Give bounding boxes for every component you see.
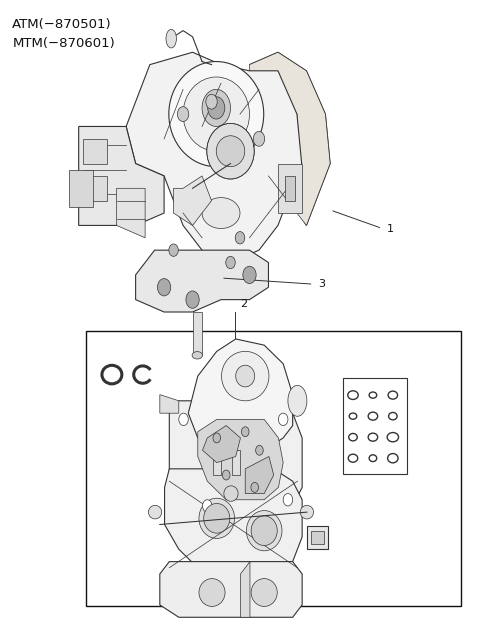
Polygon shape bbox=[192, 312, 202, 355]
Bar bbox=[69, 170, 93, 207]
Bar bbox=[232, 451, 240, 475]
Circle shape bbox=[251, 482, 259, 492]
Ellipse shape bbox=[192, 351, 203, 359]
Polygon shape bbox=[245, 457, 274, 494]
Ellipse shape bbox=[246, 510, 282, 551]
Ellipse shape bbox=[348, 434, 357, 441]
Polygon shape bbox=[126, 52, 301, 263]
Polygon shape bbox=[203, 426, 240, 462]
Ellipse shape bbox=[221, 351, 269, 401]
Circle shape bbox=[256, 446, 263, 456]
Circle shape bbox=[208, 97, 225, 119]
Polygon shape bbox=[160, 562, 302, 617]
Ellipse shape bbox=[207, 124, 254, 179]
Circle shape bbox=[253, 132, 264, 146]
Bar bbox=[213, 451, 220, 475]
Circle shape bbox=[179, 413, 188, 426]
Circle shape bbox=[186, 291, 199, 308]
Text: 1: 1 bbox=[387, 223, 394, 233]
Ellipse shape bbox=[349, 413, 357, 419]
Ellipse shape bbox=[348, 391, 358, 399]
Ellipse shape bbox=[236, 365, 255, 387]
Ellipse shape bbox=[251, 578, 277, 607]
Ellipse shape bbox=[169, 62, 264, 167]
Circle shape bbox=[157, 278, 171, 296]
Circle shape bbox=[226, 256, 235, 269]
Bar bbox=[343, 378, 407, 474]
Polygon shape bbox=[136, 250, 268, 312]
Ellipse shape bbox=[216, 136, 245, 167]
Circle shape bbox=[241, 427, 249, 437]
Ellipse shape bbox=[387, 432, 398, 442]
Ellipse shape bbox=[368, 412, 378, 420]
Ellipse shape bbox=[148, 505, 162, 519]
Polygon shape bbox=[79, 127, 164, 225]
Polygon shape bbox=[198, 419, 283, 500]
Polygon shape bbox=[250, 52, 330, 225]
Circle shape bbox=[169, 244, 179, 256]
Ellipse shape bbox=[199, 578, 225, 607]
Bar bbox=[285, 176, 295, 201]
Circle shape bbox=[178, 107, 189, 122]
Bar bbox=[311, 530, 324, 544]
Bar bbox=[86, 331, 461, 606]
Text: 3: 3 bbox=[318, 279, 325, 289]
Ellipse shape bbox=[388, 391, 397, 399]
Ellipse shape bbox=[300, 505, 313, 519]
Ellipse shape bbox=[369, 392, 377, 398]
Bar bbox=[278, 163, 301, 213]
Circle shape bbox=[203, 500, 212, 512]
Ellipse shape bbox=[204, 504, 230, 533]
Ellipse shape bbox=[224, 486, 238, 501]
Text: MTM(−870601): MTM(−870601) bbox=[12, 37, 115, 50]
Ellipse shape bbox=[389, 412, 397, 420]
Ellipse shape bbox=[288, 386, 307, 416]
Ellipse shape bbox=[183, 77, 250, 151]
Circle shape bbox=[213, 433, 220, 443]
Polygon shape bbox=[188, 339, 293, 451]
Ellipse shape bbox=[369, 455, 377, 462]
Polygon shape bbox=[174, 176, 212, 225]
Text: 2: 2 bbox=[240, 299, 247, 309]
Polygon shape bbox=[169, 401, 302, 519]
Circle shape bbox=[243, 266, 256, 283]
Polygon shape bbox=[165, 469, 302, 580]
Bar bbox=[84, 176, 107, 201]
Ellipse shape bbox=[199, 498, 235, 539]
Circle shape bbox=[278, 413, 288, 426]
Bar bbox=[307, 526, 328, 549]
Ellipse shape bbox=[348, 454, 358, 462]
Ellipse shape bbox=[388, 454, 398, 463]
Polygon shape bbox=[240, 562, 250, 617]
Ellipse shape bbox=[202, 89, 230, 127]
Ellipse shape bbox=[102, 365, 122, 384]
Ellipse shape bbox=[368, 433, 378, 441]
Ellipse shape bbox=[251, 516, 277, 545]
Ellipse shape bbox=[202, 198, 240, 228]
Circle shape bbox=[235, 232, 245, 244]
Ellipse shape bbox=[166, 29, 177, 48]
Polygon shape bbox=[117, 188, 145, 238]
Circle shape bbox=[222, 470, 230, 480]
Circle shape bbox=[283, 494, 293, 506]
Polygon shape bbox=[160, 394, 179, 413]
Circle shape bbox=[206, 94, 217, 109]
Text: ATM(−870501): ATM(−870501) bbox=[12, 18, 112, 31]
Bar bbox=[84, 139, 107, 163]
